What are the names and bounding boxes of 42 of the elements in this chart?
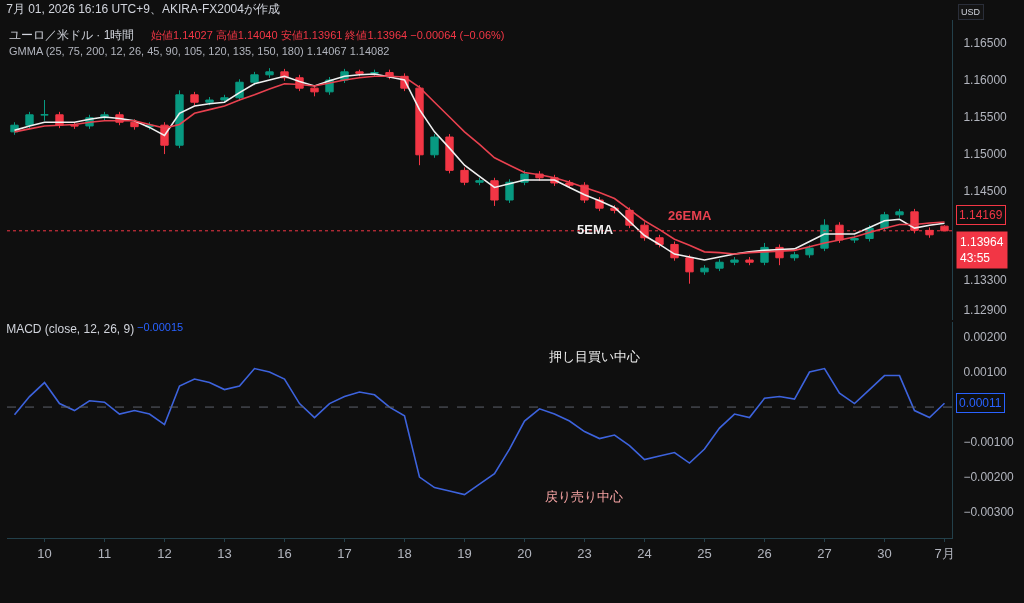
y-tick-label: 1.14500	[963, 184, 1008, 199]
x-tick-label: 23	[577, 545, 592, 561]
x-tick-label: 16	[277, 545, 292, 561]
x-tick-label: 26	[757, 545, 772, 561]
annotation: GMMA (25, 75, 200, 12, 26, 45, 90, 105, 120, 135, 150, 180) 1.14067 1.14082	[9, 45, 390, 57]
text: 0.00011	[959, 396, 1002, 410]
x-tick-label: 11	[97, 545, 112, 561]
annotation: 戻り売り中心	[545, 489, 623, 504]
annotation: −0.00015	[137, 321, 184, 333]
chart-title: 7月 01, 2026 16:16 UTC+9、AKIRA-FX2004が作成	[6, 2, 280, 17]
annotation: 始値1.14027 高値1.14040 安値1.13961 終値1.13964 −0.00064 (−0.06%)	[151, 29, 505, 41]
x-tick-label: 12	[157, 545, 172, 561]
y-tick-label: 1.12900	[963, 302, 1008, 317]
x-tick-label: 10	[37, 545, 52, 561]
legend-label: 1.13964 43:55	[960, 235, 1004, 265]
annotation: 押し目買い中心	[549, 349, 640, 364]
y-tick-label: −0.00100	[963, 435, 1015, 450]
x-tick-label: 24	[637, 545, 652, 561]
x-tick-label: 30	[877, 545, 892, 561]
x-tick-label: 13	[217, 545, 232, 561]
series-label: 26EMA	[668, 208, 712, 223]
y-axis-title: USD	[961, 7, 981, 17]
series-label: 5EMA	[577, 222, 614, 237]
x-tick-label: 18	[397, 545, 412, 561]
y-tick-label: 0.00200	[963, 330, 1008, 345]
y-tick-label: 1.16500	[963, 36, 1008, 51]
text: ユーロ／米ドル · 1時間	[9, 28, 135, 42]
x-tick-label: 25	[697, 545, 712, 561]
x-tick-label: 19	[457, 545, 472, 561]
y-tick-label: 1.15000	[963, 147, 1008, 162]
chart-title: MACD (close, 12, 26, 9)	[6, 322, 135, 337]
y-tick-label: 1.16000	[963, 73, 1008, 88]
x-tick-label: 27	[817, 545, 832, 561]
x-tick-label: 7月	[934, 545, 955, 561]
text: 1.14169	[959, 208, 1003, 222]
x-tick-label: 17	[337, 545, 352, 561]
y-tick-label: 0.00100	[963, 365, 1008, 380]
y-tick-label: 1.13300	[963, 273, 1008, 288]
x-tick-label: 20	[517, 545, 532, 561]
y-tick-label: −0.00200	[963, 470, 1015, 485]
y-tick-label: 1.15500	[963, 110, 1008, 125]
y-tick-label: −0.00300	[963, 505, 1015, 520]
